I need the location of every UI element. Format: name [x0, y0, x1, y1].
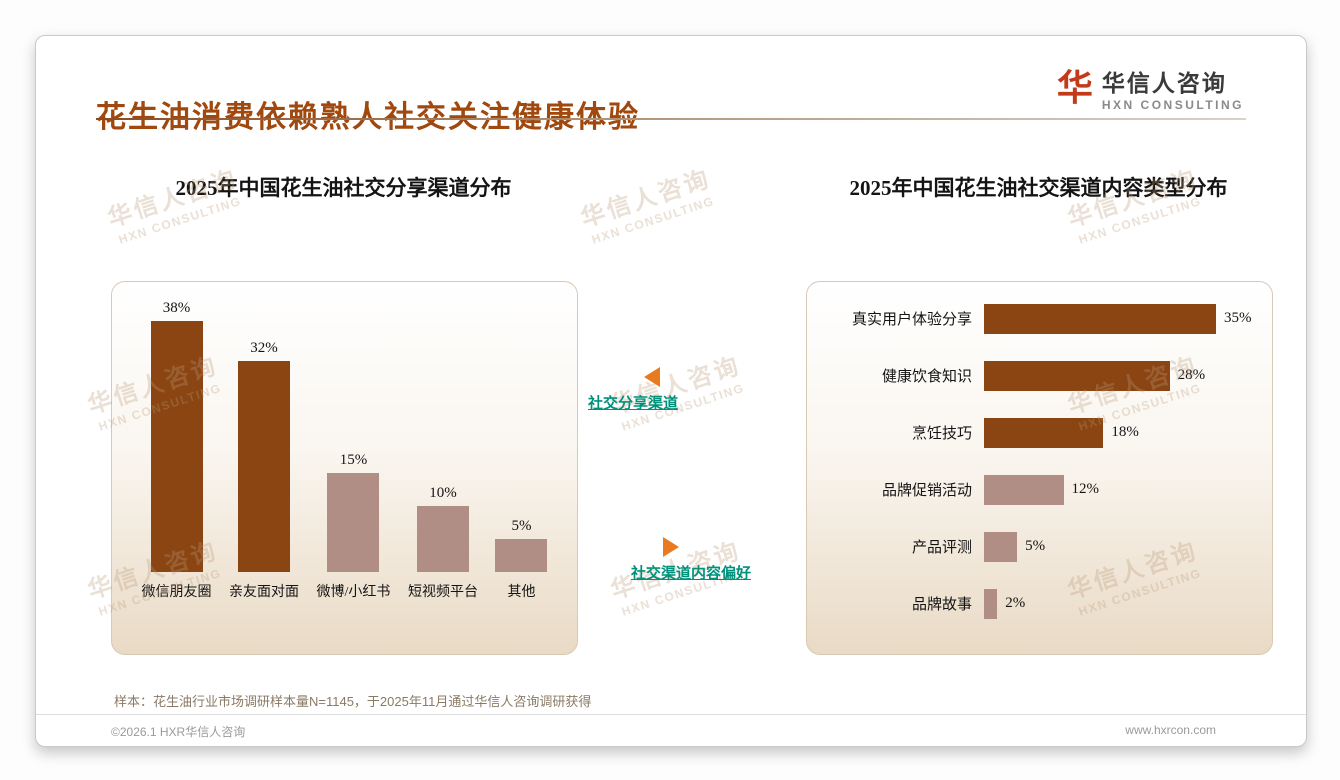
bar-category-label: 品牌促销活动 [881, 483, 972, 499]
bar-value-label: 10% [429, 485, 457, 501]
bar-row: 品牌促销活动 12% [819, 461, 1260, 518]
bar-row: 品牌故事 2% [819, 575, 1260, 632]
bar [495, 539, 548, 572]
annotation-label: 社交渠道内容偏好 [631, 565, 752, 582]
bar [416, 506, 469, 572]
arrow-right-icon [663, 537, 679, 557]
logo-icon: 华 [1056, 68, 1093, 108]
bar [150, 321, 203, 572]
bar [984, 417, 1104, 448]
bar [238, 360, 291, 572]
bar-group: 5% 其他 [495, 518, 548, 604]
bar-row: 烹饪技巧 18% [819, 404, 1260, 461]
footer-divider [36, 714, 1306, 715]
bar-row: 真实用户体验分享 35% [819, 290, 1260, 347]
bar-group: 10% 短视频平台 [408, 485, 478, 604]
left-chart-title: 2025年中国花生油社交分享渠道分布 [175, 176, 512, 200]
watermark: 华信人咨询 HXN CONSULTING [577, 165, 717, 247]
bar-category-label: 品牌故事 [911, 597, 972, 613]
bar-value-label: 5% [511, 518, 532, 534]
bar-value-label: 18% [1111, 424, 1139, 440]
left-chart-panel: 38% 微信朋友圈 32% 亲友面对面 15% 微博/小红书 10% 短视频平台 5% 其他 [111, 281, 578, 655]
slide-card: 华信人咨询 HXN CONSULTING 华信人咨询 HXN CONSULTING … [35, 35, 1307, 747]
annotation-label: 社交分享渠道 [588, 395, 679, 412]
right-chart-panel: 真实用户体验分享 35% 健康饮食知识 28% 烹饪技巧 18% 品牌促销活动 12% 产品评测… [806, 281, 1273, 655]
bar-group: 38% 微信朋友圈 [142, 300, 212, 604]
bar [984, 531, 1018, 562]
logo-name: 华信人咨询 [1101, 70, 1227, 96]
bar-row: 健康饮食知识 28% [819, 347, 1260, 404]
bar-value-label: 38% [162, 300, 191, 317]
bar-value-label: 15% [339, 452, 368, 468]
bar-group: 15% 微博/小红书 [317, 452, 391, 604]
footer-copyright: ©2026.1 HXR华信人咨询 [111, 725, 246, 739]
bar-value-label: 35% [1224, 310, 1252, 326]
bar [984, 588, 998, 619]
bar [984, 360, 1170, 391]
footer: ©2026.1 HXR华信人咨询 www.hxrcon.com [111, 723, 1216, 740]
bar [327, 473, 380, 572]
footer-url: www.hxrcon.com [1125, 723, 1216, 737]
bar-value-label: 2% [1005, 595, 1026, 611]
bar-category-label: 烹饪技巧 [911, 426, 972, 442]
bar [984, 474, 1064, 505]
right-chart-title: 2025年中国花生油社交渠道内容类型分布 [849, 176, 1228, 200]
logo-subtitle: HXN CONSULTING [1101, 98, 1244, 112]
bar-row: 产品评测 5% [819, 518, 1260, 575]
bar-category-label: 短视频平台 [407, 585, 478, 600]
company-logo: 华 华信人咨询 HXN CONSULTING [1057, 64, 1244, 112]
annotation-share-channel: 社交分享渠道 [588, 367, 678, 413]
annotation-content-preference: 社交渠道内容偏好 [631, 537, 751, 583]
page-title: 花生油消费依赖熟人社交关注健康体验 [96, 101, 640, 135]
channel-bar-chart: 38% 微信朋友圈 32% 亲友面对面 15% 微博/小红书 10% 短视频平台 5% 其他 [124, 300, 565, 604]
sample-note: 样本：花生油行业市场调研样本量N=1145，于2025年11月通过华信人咨询调研… [114, 694, 592, 709]
bar-group: 32% 亲友面对面 [229, 340, 299, 604]
arrow-left-icon [644, 367, 661, 387]
bar-value-label: 28% [1177, 367, 1206, 383]
bar-value-label: 12% [1071, 481, 1100, 497]
content-bar-chart: 真实用户体验分享 35% 健康饮食知识 28% 烹饪技巧 18% 品牌促销活动 12% 产品评测… [819, 290, 1260, 632]
bar [984, 303, 1217, 334]
bar-category-label: 健康饮食知识 [881, 369, 972, 385]
bar-category-label: 微博/小红书 [316, 585, 391, 600]
bar-category-label: 亲友面对面 [229, 585, 300, 600]
bar-value-label: 32% [250, 339, 278, 356]
bar-category-label: 微信朋友圈 [141, 585, 212, 600]
bar-category-label: 其他 [507, 585, 536, 600]
logo-text: 华信人咨询 HXN CONSULTING [1102, 64, 1244, 112]
bar-category-label: 真实用户体验分享 [851, 312, 972, 328]
bar-value-label: 5% [1025, 538, 1046, 554]
title-divider [96, 118, 1246, 120]
bar-category-label: 产品评测 [911, 540, 972, 556]
